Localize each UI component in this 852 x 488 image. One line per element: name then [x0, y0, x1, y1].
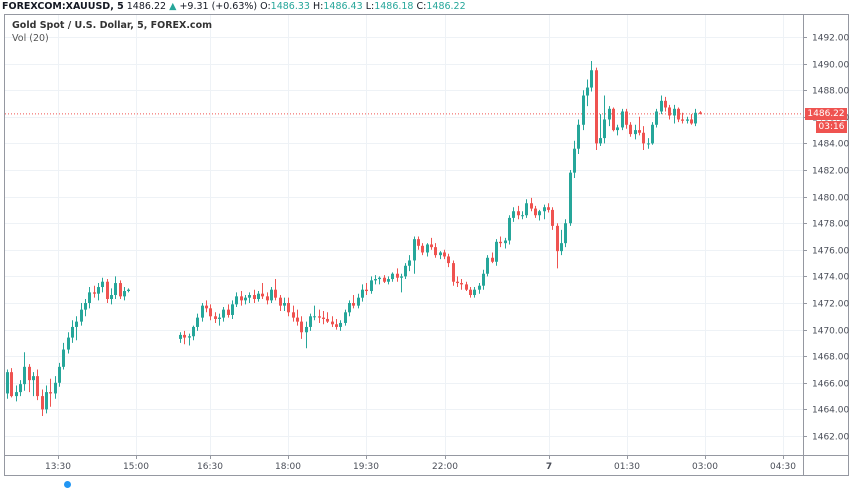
price-tick-label: 1470.00	[812, 327, 849, 337]
low-value: 1486.18	[374, 1, 414, 12]
last-price-badge: 1486.22	[805, 107, 847, 120]
price-tick-label: 1472.00	[812, 300, 849, 310]
price-tick-label: 1492.00	[812, 34, 849, 44]
price-tick-label: 1474.00	[812, 273, 849, 283]
close-label: C:	[416, 1, 427, 12]
price-tick-label: 1466.00	[812, 380, 849, 390]
time-tick-label: 13:30	[45, 462, 71, 472]
chart-legend: Gold Spot / U.S. Dollar, 5, FOREX.com Vo…	[12, 19, 212, 45]
price-tick-label: 1468.00	[812, 353, 849, 363]
up-arrow-icon: ▲	[169, 1, 177, 12]
last-price: 1486.22	[126, 1, 167, 12]
price-tick-label: 1462.00	[812, 433, 849, 443]
open-label: O:	[260, 1, 271, 12]
time-axis[interactable]: 13:30 15:00 16:30 18:00 19:30 22:00 7 01:30 03:0…	[45, 455, 796, 472]
price-tick-label: 1482.00	[812, 167, 849, 177]
volume-indicator-label[interactable]: Vol (20)	[12, 33, 49, 44]
chart-frame[interactable]	[4, 14, 849, 476]
price-tick-label: 1490.00	[812, 61, 849, 71]
grid-lines	[5, 15, 803, 455]
time-tick-label: 16:30	[197, 462, 223, 472]
candles	[6, 60, 702, 417]
low-label: L:	[365, 1, 375, 12]
price-tick-label: 1476.00	[812, 247, 849, 257]
price-change: +9.31 (+0.63%)	[179, 1, 258, 12]
time-tick-label: 04:30	[770, 462, 796, 472]
time-tick-label: 7	[546, 462, 552, 472]
price-tick-label: 1478.00	[812, 220, 849, 230]
open-value: 1486.33	[270, 1, 310, 12]
close-value: 1486.22	[426, 1, 466, 12]
chart-title: Gold Spot / U.S. Dollar, 5, FOREX.com	[12, 20, 212, 31]
symbol-header: FOREXCOM:XAUUSD, 5 1486.22 ▲ +9.31 (+0.6…	[2, 0, 466, 14]
time-tick-label: 18:00	[275, 462, 301, 472]
time-tick-label: 03:00	[692, 462, 718, 472]
price-tick-label: 1484.00	[812, 140, 849, 150]
price-tick-label: 1480.00	[812, 194, 849, 204]
price-tick-label: 1488.00	[812, 87, 849, 97]
time-tick-label: 01:30	[614, 462, 640, 472]
high-value: 1486.43	[323, 1, 363, 12]
bar-countdown: 03:16	[816, 120, 847, 133]
symbol-name: FOREXCOM:XAUUSD, 5	[2, 1, 124, 12]
price-axis[interactable]: 1462.00 1464.00 1466.00 1468.00 1470.00 1472.…	[803, 34, 849, 443]
time-tick-label: 22:00	[432, 462, 458, 472]
time-tick-label: 15:00	[123, 462, 149, 472]
high-label: H:	[313, 1, 324, 12]
time-tick-label: 19:30	[353, 462, 379, 472]
price-tick-label: 1464.00	[812, 406, 849, 416]
